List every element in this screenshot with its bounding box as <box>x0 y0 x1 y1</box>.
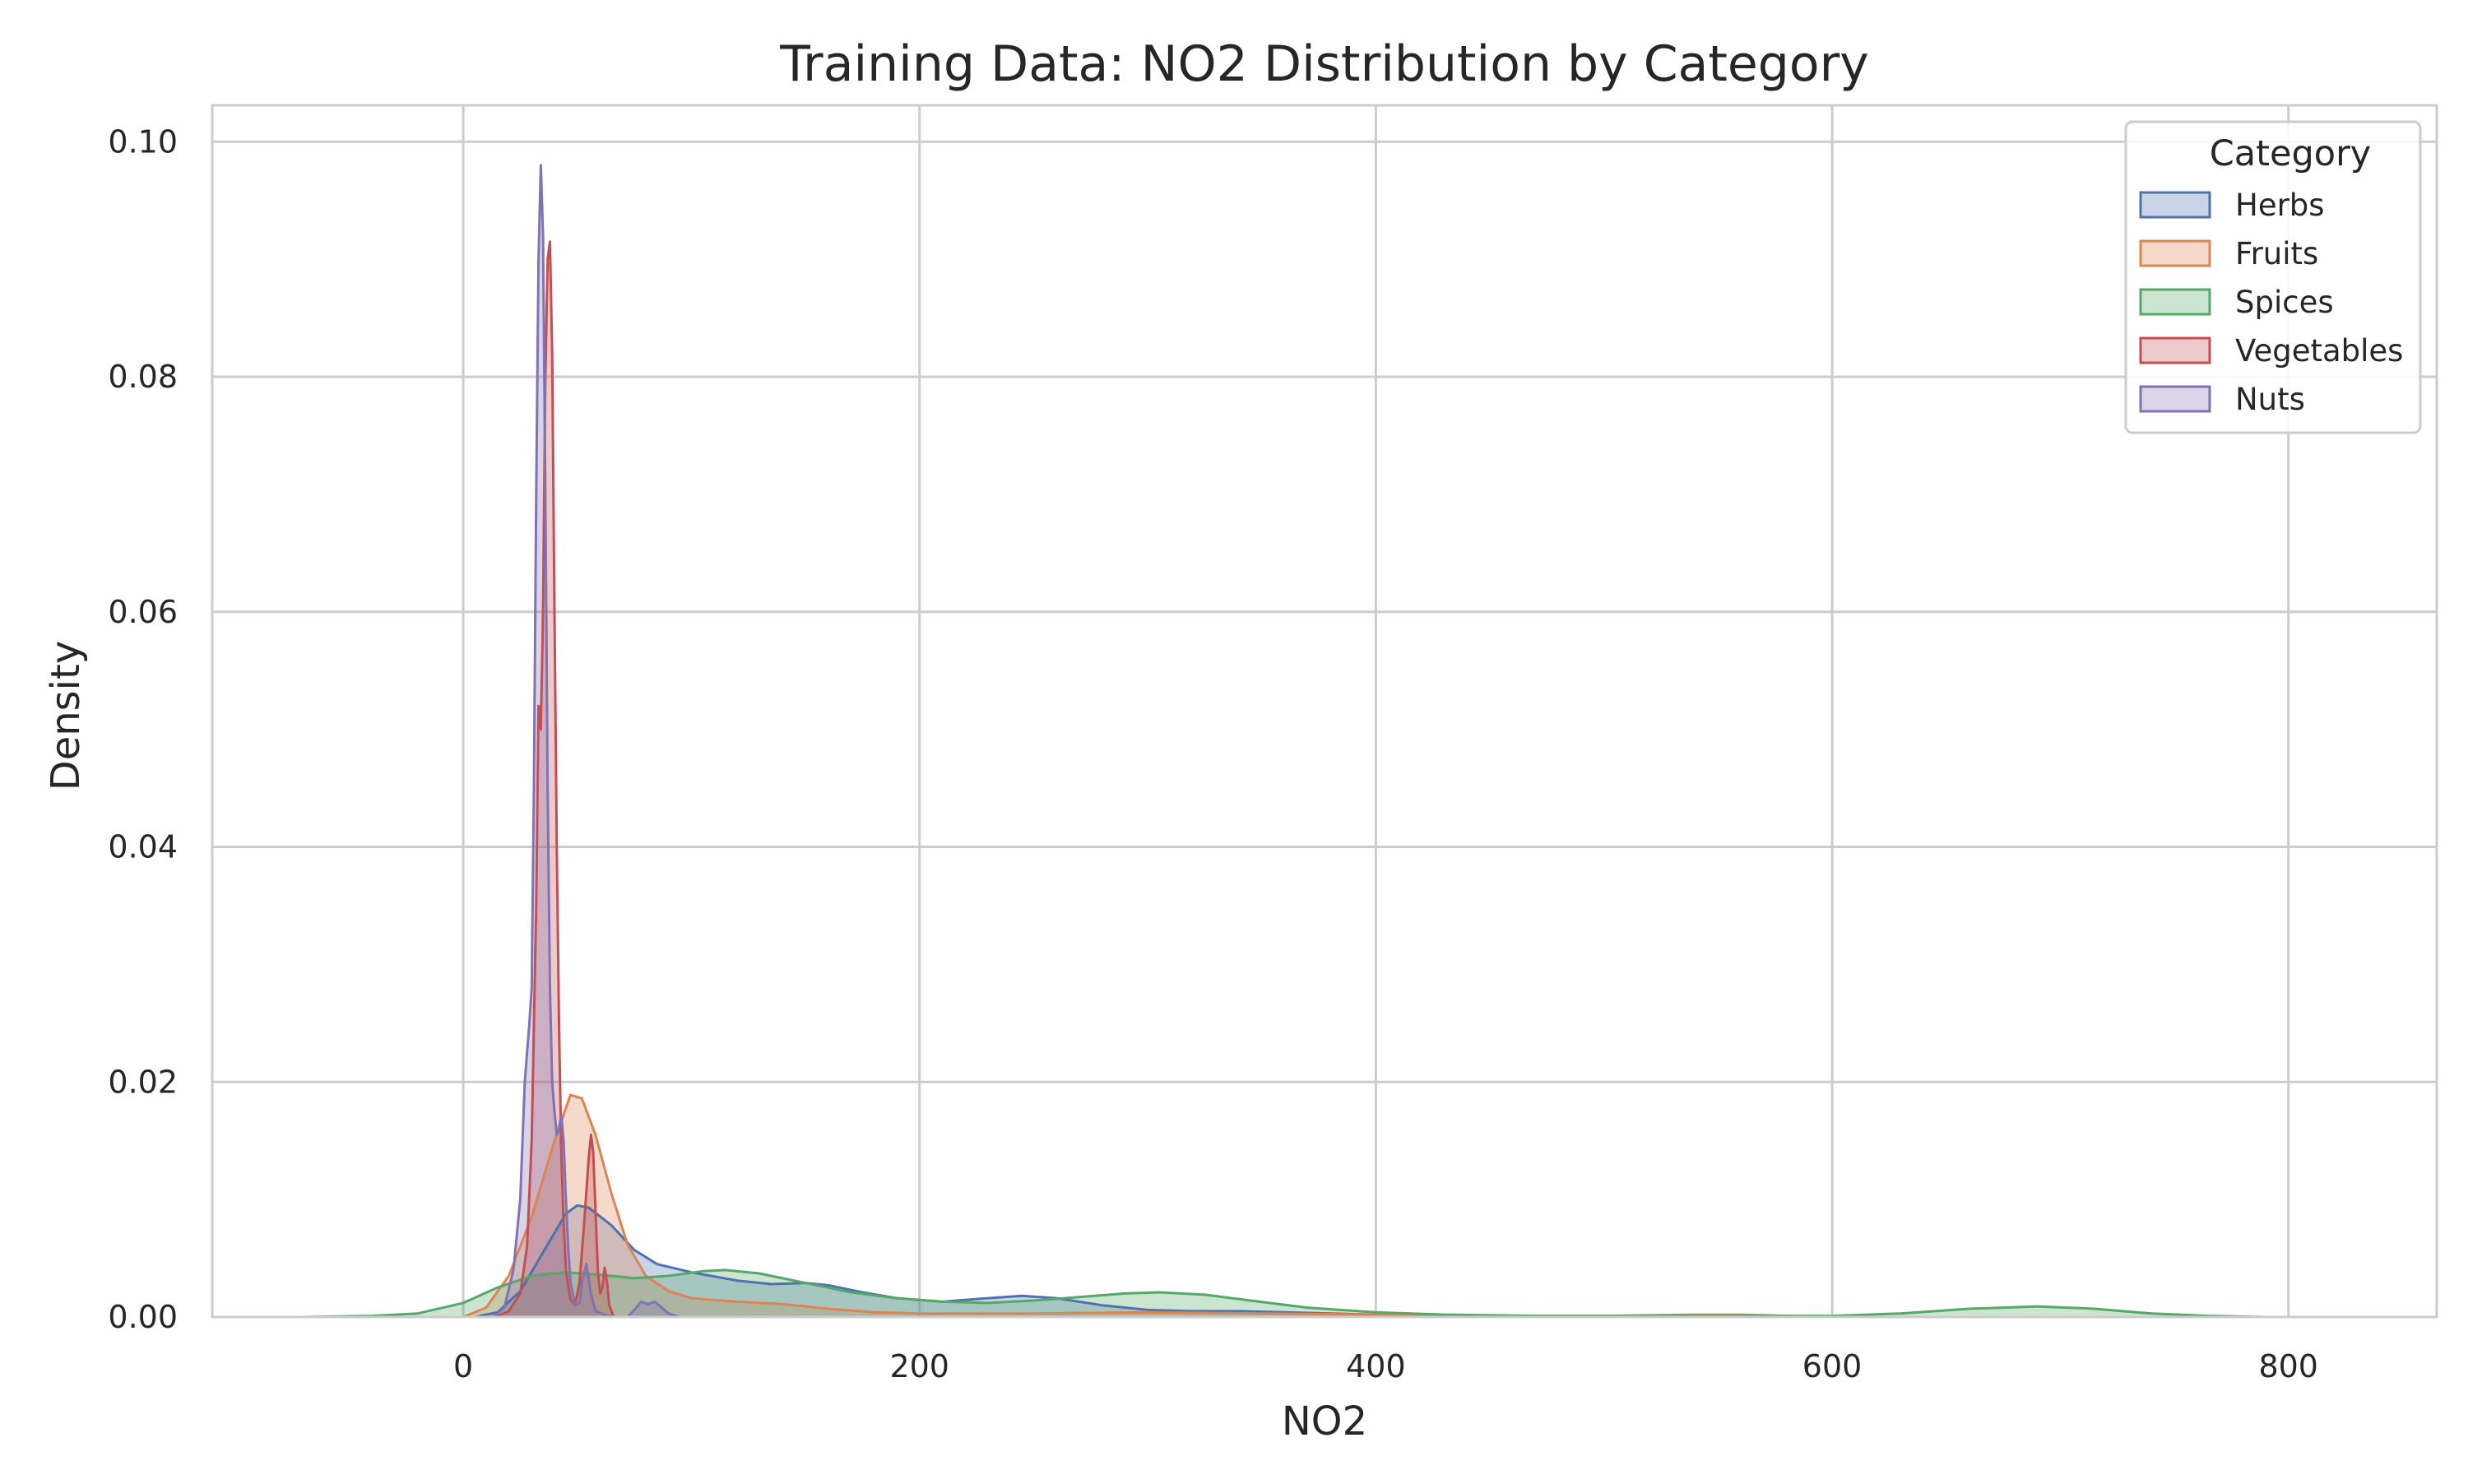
legend-swatch-fruits <box>2139 239 2211 267</box>
legend-title: Category <box>2210 133 2371 174</box>
density-area-fruits <box>463 1095 1833 1317</box>
y-tick-label: 0.00 <box>108 1299 178 1335</box>
density-area-nuts <box>493 165 680 1317</box>
x-tick-label: 200 <box>889 1348 949 1384</box>
chart-title: Training Data: NO2 Distribution by Categ… <box>779 35 1869 93</box>
y-tick-label: 0.10 <box>108 123 178 160</box>
y-tick-label: 0.04 <box>108 829 178 865</box>
legend-label-spices: Spices <box>2235 285 2334 320</box>
y-tick-label: 0.02 <box>108 1064 178 1100</box>
legend-swatch-herbs <box>2139 191 2211 219</box>
legend-swatch-spices <box>2139 288 2211 316</box>
y-tick-label: 0.06 <box>108 594 178 630</box>
x-tick-labels: 0 200 400 600 800 <box>453 1348 2318 1384</box>
density-line-nuts <box>492 164 680 1319</box>
x-tick-label: 0 <box>453 1348 473 1384</box>
legend-label-vegetables: Vegetables <box>2235 333 2403 369</box>
density-area-herbs <box>474 1205 1468 1317</box>
x-axis-label: NO2 <box>1282 1398 1367 1445</box>
x-tick-label: 400 <box>1346 1348 1406 1384</box>
y-tick-label: 0.08 <box>108 359 178 395</box>
density-line-spices <box>303 1268 2266 1319</box>
x-tick-label: 800 <box>2258 1348 2318 1384</box>
legend-items: Herbs Fruits Spices Vegetables Nuts <box>2139 188 2403 417</box>
density-lines <box>303 164 2266 1319</box>
density-area-vegetables <box>494 241 615 1318</box>
density-line-vegetables <box>494 240 615 1319</box>
legend-swatch-vegetables <box>2139 336 2211 364</box>
y-tick-labels: 0.00 0.02 0.04 0.06 0.08 0.10 <box>108 123 178 1335</box>
x-tick-label: 600 <box>1802 1348 1863 1384</box>
legend-swatch-nuts <box>2139 385 2211 413</box>
density-line-herbs <box>474 1203 1468 1319</box>
plot-frame <box>211 104 2438 1319</box>
legend: Category Herbs Fruits Spices Vegetables Nuts <box>2124 120 2422 434</box>
legend-label-fruits: Fruits <box>2235 236 2318 271</box>
y-axis-label: Density <box>43 641 89 791</box>
legend-box <box>2124 120 2422 434</box>
legend-label-herbs: Herbs <box>2235 188 2325 223</box>
legend-label-nuts: Nuts <box>2235 382 2305 417</box>
